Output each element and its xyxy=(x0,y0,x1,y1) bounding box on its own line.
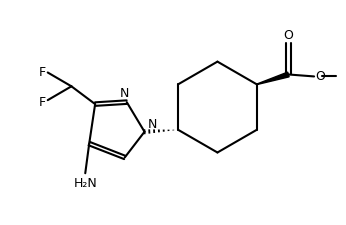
Text: O: O xyxy=(283,29,293,42)
Text: F: F xyxy=(39,95,46,108)
Text: N: N xyxy=(120,87,129,100)
Text: F: F xyxy=(39,66,46,79)
Text: H₂N: H₂N xyxy=(73,176,97,189)
Polygon shape xyxy=(257,73,289,85)
Text: O: O xyxy=(315,70,325,83)
Text: N: N xyxy=(147,117,157,130)
